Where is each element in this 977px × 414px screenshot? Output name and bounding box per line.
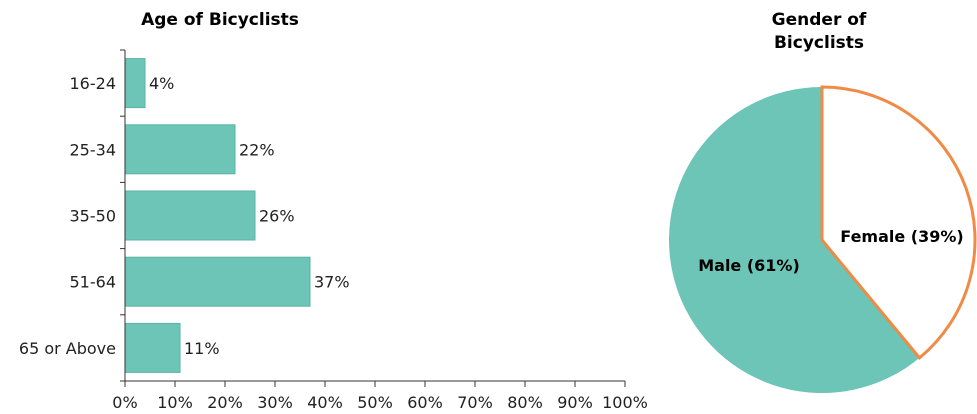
x-tick-label: 40% (307, 393, 343, 412)
x-tick-label: 70% (457, 393, 493, 412)
x-tick-label: 60% (407, 393, 443, 412)
x-tick-label: 100% (602, 393, 648, 412)
bar-axes: 0% 10% 20% 30% 40% 50% 60% 70% 80% 90% 100% (112, 49, 648, 412)
bar-25-34 (124, 124, 236, 175)
pie-slice-male (669, 87, 920, 393)
category-label: 16-24 (70, 74, 117, 93)
gender-pie-chart: Gender of Bicyclists Male (61%) Female (3… (669, 10, 977, 393)
x-tick-label: 80% (507, 393, 543, 412)
pie-slice-female (820, 85, 977, 361)
value-label: 11% (184, 339, 220, 358)
category-label: 25-34 (70, 140, 117, 159)
x-tick-label: 10% (157, 393, 193, 412)
bar-65-or-above (124, 322, 181, 373)
bar-chart-title: Age of Bicyclists (141, 10, 299, 30)
value-label: 37% (314, 273, 350, 292)
category-label: 51-64 (70, 273, 117, 292)
category-label: 65 or Above (19, 339, 116, 358)
bar-35-50 (124, 190, 256, 241)
pie-chart-title-line-1: Gender of (772, 10, 867, 30)
x-tick-label: 0% (112, 393, 137, 412)
age-bar-chart: Age of Bicyclists 16-24 4% 25-34 22% 35-50 26… (19, 10, 648, 412)
value-label: 26% (259, 207, 295, 226)
pie-slices-group: Male (61%) Female (39%) (669, 85, 977, 393)
x-tick-label: 20% (207, 393, 243, 412)
pie-label-female: Female (39%) (840, 227, 963, 246)
pie-label-male: Male (61%) (698, 256, 800, 275)
x-tick-label: 30% (257, 393, 293, 412)
bar-51-64 (124, 256, 311, 307)
pie-chart-title-line-2: Bicyclists (774, 33, 864, 53)
value-label: 4% (149, 74, 174, 93)
category-label: 35-50 (70, 207, 117, 226)
bars-group: 16-24 4% 25-34 22% 35-50 26% 51-64 37% 65 or Abo… (19, 58, 350, 373)
x-tick-label: 50% (357, 393, 393, 412)
x-tick-label: 90% (557, 393, 593, 412)
value-label: 22% (239, 140, 275, 159)
bar-16-24 (124, 58, 146, 109)
